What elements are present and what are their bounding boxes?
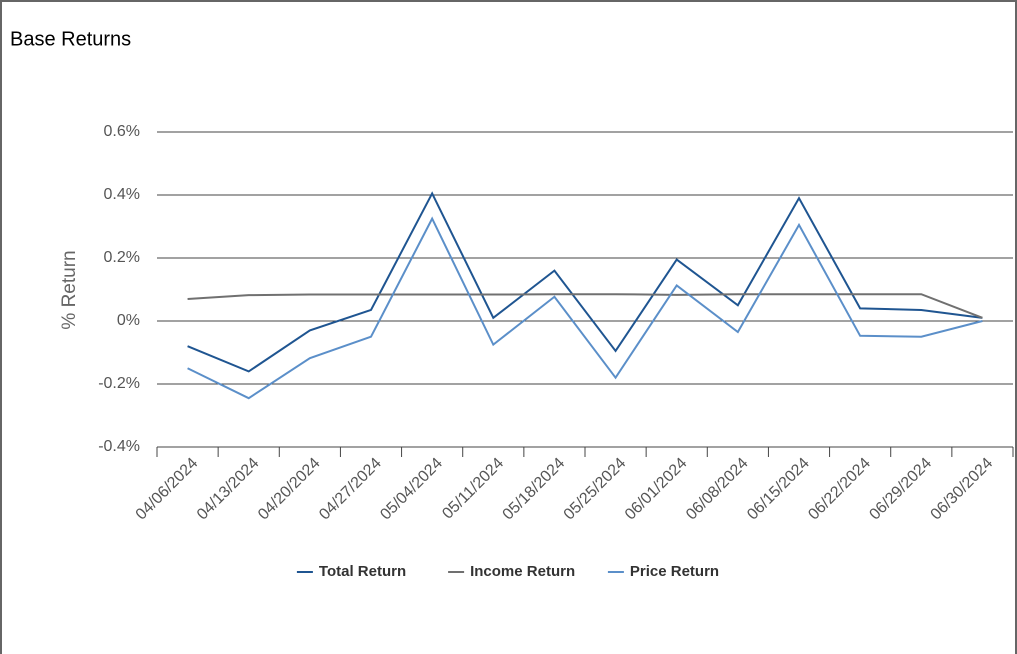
x-tick-label: 04/27/2024	[316, 455, 385, 524]
legend-label: Income Return	[470, 563, 575, 580]
y-axis-label: % Return	[59, 250, 80, 329]
y-tick-label: 0%	[117, 312, 140, 329]
x-tick-label: 05/25/2024	[561, 455, 630, 524]
series-line	[187, 216, 983, 400]
series-line	[187, 191, 983, 373]
x-tick-label: 06/15/2024	[744, 455, 813, 524]
legend-label: Total Return	[319, 563, 406, 580]
y-tick-label: -0.4%	[98, 438, 140, 455]
chart-title: Base Returns	[10, 28, 131, 50]
x-tick-label: 06/29/2024	[866, 455, 935, 524]
x-tick-label: 06/08/2024	[683, 455, 752, 524]
x-tick-label: 06/22/2024	[805, 455, 874, 524]
x-tick-label: 05/04/2024	[377, 455, 446, 524]
y-tick-label: 0.6%	[104, 123, 140, 140]
y-tick-label: 0.4%	[104, 186, 140, 203]
x-tick-label: 06/30/2024	[928, 455, 997, 524]
y-tick-label: 0.2%	[104, 249, 140, 266]
x-tick-label: 04/20/2024	[255, 455, 324, 524]
y-tick-label: -0.2%	[98, 375, 140, 392]
x-tick-label: 04/06/2024	[133, 455, 202, 524]
x-tick-label: 05/18/2024	[500, 455, 569, 524]
x-tick-label: 06/01/2024	[622, 455, 691, 524]
series-line	[187, 293, 983, 319]
x-tick-label: 05/11/2024	[439, 455, 507, 523]
legend-label: Price Return	[630, 563, 719, 580]
x-tick-label: 04/13/2024	[194, 455, 263, 524]
